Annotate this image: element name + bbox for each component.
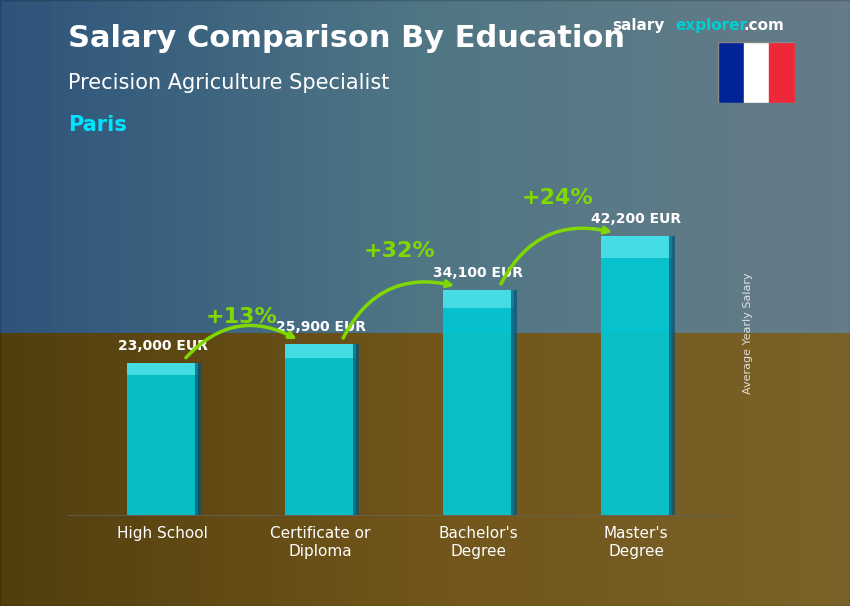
Text: +32%: +32%: [364, 241, 435, 261]
Bar: [669, 236, 675, 515]
Bar: [354, 344, 359, 515]
Text: .com: .com: [744, 18, 785, 33]
Text: +13%: +13%: [206, 307, 278, 327]
Text: Salary Comparison By Education: Salary Comparison By Education: [68, 24, 625, 53]
Text: 42,200 EUR: 42,200 EUR: [592, 212, 682, 226]
Text: 34,100 EUR: 34,100 EUR: [434, 266, 524, 280]
Bar: [769, 42, 795, 103]
Bar: [744, 42, 769, 103]
Bar: [601, 236, 672, 258]
Bar: [601, 236, 672, 515]
Bar: [511, 290, 517, 515]
Text: explorer: explorer: [676, 18, 748, 33]
Bar: [128, 363, 198, 375]
Bar: [443, 290, 514, 515]
Text: Average Yearly Salary: Average Yearly Salary: [743, 273, 753, 394]
Bar: [128, 363, 198, 515]
Bar: [443, 290, 514, 308]
Bar: [285, 344, 356, 358]
Text: Precision Agriculture Specialist: Precision Agriculture Specialist: [68, 73, 389, 93]
Text: Paris: Paris: [68, 115, 127, 135]
Text: 25,900 EUR: 25,900 EUR: [275, 320, 366, 334]
Bar: [196, 363, 201, 515]
Text: +24%: +24%: [522, 188, 593, 208]
Bar: [285, 344, 356, 515]
Bar: [718, 42, 744, 103]
Text: salary: salary: [612, 18, 665, 33]
Text: 23,000 EUR: 23,000 EUR: [118, 339, 207, 353]
